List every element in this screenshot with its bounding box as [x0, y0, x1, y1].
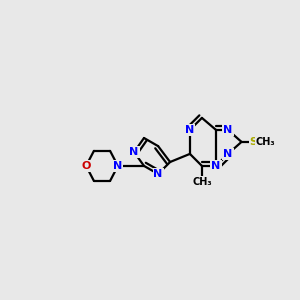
Text: CH₃: CH₃: [192, 177, 212, 187]
Text: N: N: [224, 125, 232, 135]
Text: N: N: [224, 149, 232, 159]
Text: CH₃: CH₃: [256, 137, 275, 147]
Text: S: S: [250, 137, 257, 147]
Text: N: N: [113, 161, 122, 171]
Text: O: O: [81, 161, 91, 171]
Text: N: N: [154, 169, 163, 179]
Text: N: N: [130, 147, 139, 157]
Text: N: N: [212, 161, 220, 171]
Text: N: N: [185, 125, 194, 135]
